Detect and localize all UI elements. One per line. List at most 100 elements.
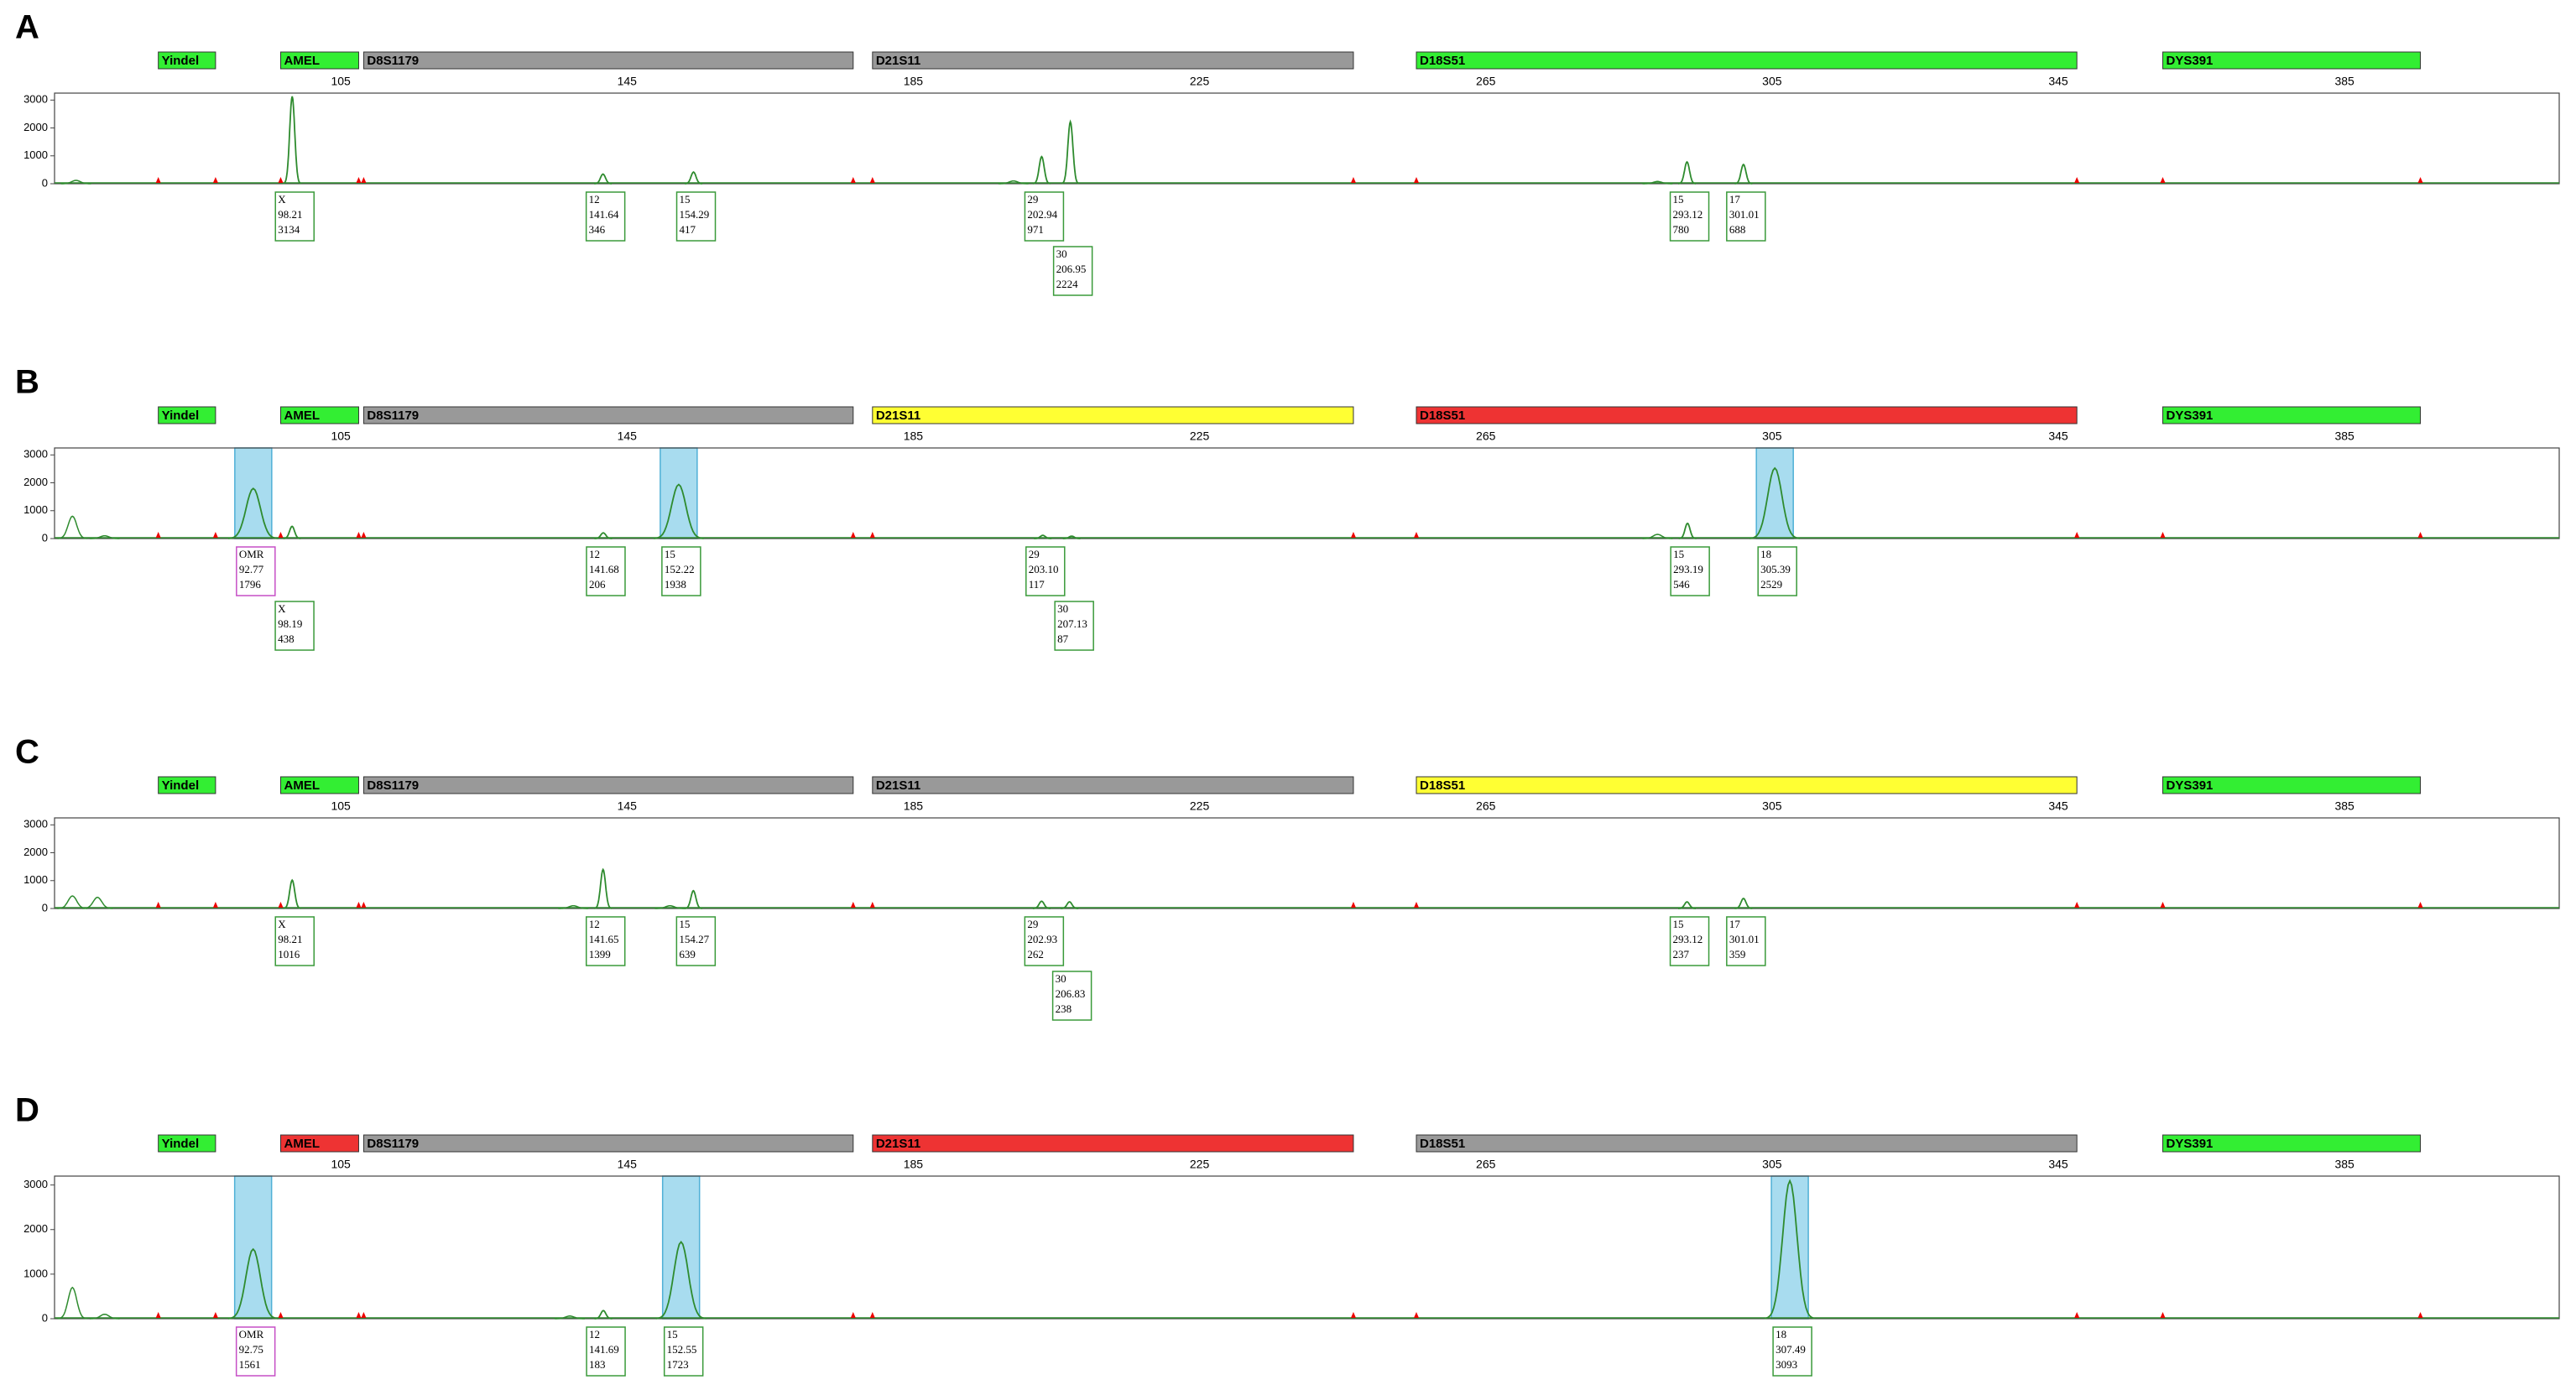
- bin-marker: [2417, 1312, 2423, 1318]
- peak-label: 3093: [1776, 1358, 1797, 1371]
- bin-marker: [1413, 902, 1419, 908]
- peak-label: X: [278, 918, 286, 930]
- peak-label: 262: [1027, 948, 1044, 961]
- locus-name: AMEL: [284, 778, 321, 793]
- bin-marker: [2074, 1312, 2080, 1318]
- bin-marker: [850, 177, 856, 183]
- peak: [1749, 466, 1801, 539]
- peak-label: 207.13: [1057, 617, 1087, 630]
- peak-label: 98.21: [278, 933, 302, 945]
- bin-marker: [2160, 177, 2166, 183]
- peak-label: 15: [1673, 918, 1684, 930]
- peak-label: 92.77: [239, 563, 264, 575]
- locus-bar: [362, 776, 854, 794]
- minor-peak: [654, 904, 686, 909]
- bin-marker: [1413, 532, 1419, 538]
- panel-label: D: [15, 1092, 39, 1129]
- bin-marker: [278, 532, 284, 538]
- peak-label: 183: [589, 1358, 606, 1371]
- peak: [1062, 535, 1081, 539]
- minor-peak: [82, 896, 113, 909]
- minor-peak: [57, 1286, 88, 1320]
- minor-peak: [57, 895, 88, 909]
- peak-label: 417: [680, 223, 696, 236]
- peak-label-box: [661, 546, 701, 596]
- peak-label: 301.01: [1729, 933, 1760, 945]
- bin-marker: [356, 902, 362, 908]
- x-tick-label: 385: [2334, 1158, 2354, 1171]
- bin-marker: [155, 1312, 161, 1318]
- bin-marker: [1350, 177, 1356, 183]
- bin-marker: [2417, 902, 2423, 908]
- peak-label-box: [236, 546, 276, 596]
- bin-marker: [278, 902, 284, 908]
- bin-marker: [155, 177, 161, 183]
- locus-name: D18S51: [1420, 778, 1465, 793]
- highlight: [661, 1175, 701, 1320]
- x-tick-label: 305: [1762, 799, 1782, 813]
- minor-peak: [60, 180, 91, 185]
- peak-label: 1399: [589, 948, 611, 961]
- x-tick-label: 265: [1476, 429, 1496, 443]
- locus-name: D8S1179: [367, 54, 419, 68]
- highlight: [1770, 1175, 1809, 1320]
- y-tick-label: 2000: [23, 121, 48, 133]
- peak-label: 30: [1056, 247, 1067, 260]
- locus-bar: [1416, 406, 2078, 424]
- locus-bar: [2162, 1134, 2422, 1153]
- highlight: [234, 447, 273, 539]
- locus-name: D21S11: [876, 1137, 920, 1151]
- x-tick-label: 105: [331, 75, 351, 88]
- peak-label-box: [1051, 971, 1092, 1021]
- panel-label: C: [15, 734, 39, 771]
- peak-label-box: [1757, 546, 1797, 596]
- peak: [1734, 163, 1753, 185]
- peak-label: 18: [1760, 548, 1771, 560]
- bin-marker: [850, 532, 856, 538]
- locus-name: D8S1179: [367, 1137, 419, 1151]
- x-tick-label: 105: [331, 429, 351, 443]
- peak-label: 202.94: [1027, 208, 1057, 221]
- bin-marker: [2074, 902, 2080, 908]
- locus-bar: [2162, 51, 2422, 70]
- y-tick-label: 0: [42, 1311, 48, 1324]
- locus-bar: [158, 51, 216, 70]
- bin-marker: [2160, 532, 2166, 538]
- bin-marker: [361, 902, 367, 908]
- peak: [684, 889, 702, 909]
- peak-label: 206.95: [1056, 263, 1087, 275]
- locus-name: D21S11: [876, 409, 920, 423]
- y-tick-label: 0: [42, 901, 48, 914]
- bin-marker: [2417, 177, 2423, 183]
- peak: [283, 96, 302, 185]
- y-tick-label: 1000: [23, 1267, 48, 1279]
- peak: [1034, 534, 1052, 539]
- locus-name: Yindel: [162, 409, 199, 423]
- peak-label: X: [278, 193, 286, 206]
- peak: [1061, 901, 1079, 909]
- locus-bar: [1416, 51, 2078, 70]
- locus-name: DYS391: [2167, 1137, 2214, 1151]
- bin-marker: [155, 902, 161, 908]
- locus-name: AMEL: [284, 409, 321, 423]
- peak: [594, 173, 613, 185]
- locus-name: D8S1179: [367, 778, 419, 793]
- x-tick-label: 265: [1476, 75, 1496, 88]
- x-tick-label: 185: [904, 75, 924, 88]
- bin-marker: [2160, 902, 2166, 908]
- peak-label-box: [1052, 246, 1093, 296]
- plot-frame: [54, 817, 2560, 909]
- peak: [684, 171, 703, 185]
- bin-marker: [2074, 532, 2080, 538]
- locus-bar: [872, 51, 1354, 70]
- bin-marker: [2417, 532, 2423, 538]
- peak-label: 141.69: [589, 1343, 619, 1356]
- x-tick-label: 305: [1762, 75, 1782, 88]
- peak-label: 203.10: [1029, 563, 1059, 575]
- peak-label: 3134: [278, 223, 300, 236]
- peak: [1678, 522, 1697, 539]
- bin-marker: [869, 177, 875, 183]
- peak: [283, 878, 301, 909]
- x-tick-label: 145: [618, 429, 638, 443]
